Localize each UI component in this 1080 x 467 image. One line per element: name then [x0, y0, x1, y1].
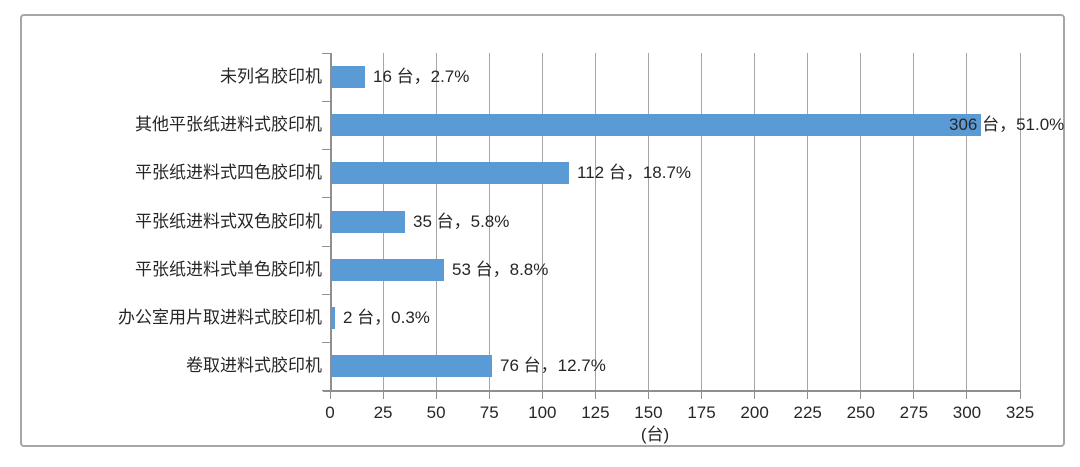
- x-axis-tick-200: [754, 392, 756, 399]
- bar-6: [331, 354, 492, 377]
- x-tick-label-25: 25: [373, 403, 393, 422]
- gridline-x-225: [807, 53, 809, 390]
- category-axis-labels: 未列名胶印机其他平张纸进料式胶印机 平张纸进料式四色胶印机 平张纸进料式双色胶印机平…: [47, 53, 322, 390]
- x-tick-label-200: 200: [740, 403, 769, 422]
- x-axis-tick-150: [647, 392, 649, 399]
- gridline-x-250: [860, 53, 862, 390]
- x-axis-line: [323, 390, 1021, 392]
- bar-1: [331, 114, 981, 137]
- bar-3: [331, 210, 405, 233]
- x-axis-unit-label: (台): [640, 425, 670, 444]
- x-axis-tick-325: [1019, 392, 1021, 399]
- category-label-1: 其他平张纸进料式胶印机: [135, 115, 322, 135]
- gridline-x-75: [488, 53, 490, 390]
- x-axis-tick-225: [807, 392, 809, 399]
- category-label-3: 平张纸进料式双色胶印机: [135, 211, 322, 231]
- y-axis-tick-0: [322, 53, 330, 54]
- category-label-5: 办公室用片取进料式胶印机: [118, 307, 322, 327]
- y-axis-tick-2: [322, 149, 330, 150]
- y-axis-tick-1: [322, 101, 330, 102]
- gridline-x-275: [913, 53, 915, 390]
- x-axis-tick-25: [382, 392, 384, 399]
- x-axis-tick-100: [541, 392, 543, 399]
- gridline-x-100: [541, 53, 543, 390]
- bar-data-label-3: 35 台，5.8%: [413, 211, 510, 231]
- gridline-x-50: [435, 53, 437, 390]
- bar-data-label-6: 76 台，12.7%: [500, 355, 606, 375]
- x-axis-tick-275: [913, 392, 915, 399]
- category-label-4: 平张纸进料式单色胶印机: [135, 259, 322, 279]
- bar-0: [331, 66, 365, 89]
- x-axis-tick-50: [435, 392, 437, 399]
- x-tick-label-325: 325: [1005, 403, 1035, 422]
- x-tick-label-225: 225: [793, 403, 822, 422]
- bar-2: [331, 162, 569, 185]
- x-tick-label-275: 275: [899, 403, 929, 422]
- y-axis-tick-5: [322, 294, 330, 295]
- x-axis-tick-300: [966, 392, 968, 399]
- bar-5: [331, 306, 335, 329]
- chart-frame-border: 未列名胶印机其他平张纸进料式胶印机 平张纸进料式四色胶印机 平张纸进料式双色胶印机平…: [20, 14, 1065, 447]
- gridline-x-200: [754, 53, 756, 390]
- x-axis-tick-125: [594, 392, 596, 399]
- bar-data-label-4: 53 台，8.8%: [452, 259, 549, 279]
- gridline-x-325: [1019, 53, 1021, 390]
- bar-data-label-0: 16 台，2.7%: [373, 67, 470, 87]
- category-label-2: 平张纸进料式四色胶印机: [135, 163, 322, 183]
- x-tick-label-300: 300: [952, 403, 982, 422]
- gridline-x-175: [701, 53, 703, 390]
- bar-4: [331, 258, 444, 281]
- y-axis-tick-6: [322, 342, 330, 343]
- x-tick-label-125: 125: [581, 403, 610, 422]
- y-axis-tick-4: [322, 246, 330, 247]
- y-axis-tick-3: [322, 197, 330, 198]
- bar-data-label-2: 112 台，18.7%: [577, 163, 692, 183]
- bar-data-label-5: 2 台，0.3%: [343, 307, 430, 327]
- gridline-x-125: [594, 53, 596, 390]
- x-tick-label-150: 150: [634, 403, 663, 422]
- x-axis-tick-250: [860, 392, 862, 399]
- x-axis-tick-175: [701, 392, 703, 399]
- plot-area: 16 台，2.7% 306 台，51.0% 112 台，18.7% 35 台，5.8%…: [322, 53, 1064, 444]
- bar-data-label-1: 306 台，51.0%: [949, 115, 1065, 135]
- x-axis-tick-75: [488, 392, 490, 399]
- gridline-x-300: [966, 53, 968, 390]
- x-tick-label-100: 100: [528, 403, 557, 422]
- x-tick-label-75: 75: [479, 403, 499, 422]
- x-tick-label-0: 0: [325, 403, 335, 422]
- x-tick-label-50: 50: [426, 403, 446, 422]
- category-label-6: 卷取进料式胶印机: [186, 355, 322, 375]
- category-label-0: 未列名胶印机: [220, 67, 322, 87]
- x-axis-tick-0: [329, 392, 331, 399]
- x-tick-label-250: 250: [846, 403, 875, 422]
- gridline-x-150: [647, 53, 649, 390]
- x-tick-label-175: 175: [687, 403, 716, 422]
